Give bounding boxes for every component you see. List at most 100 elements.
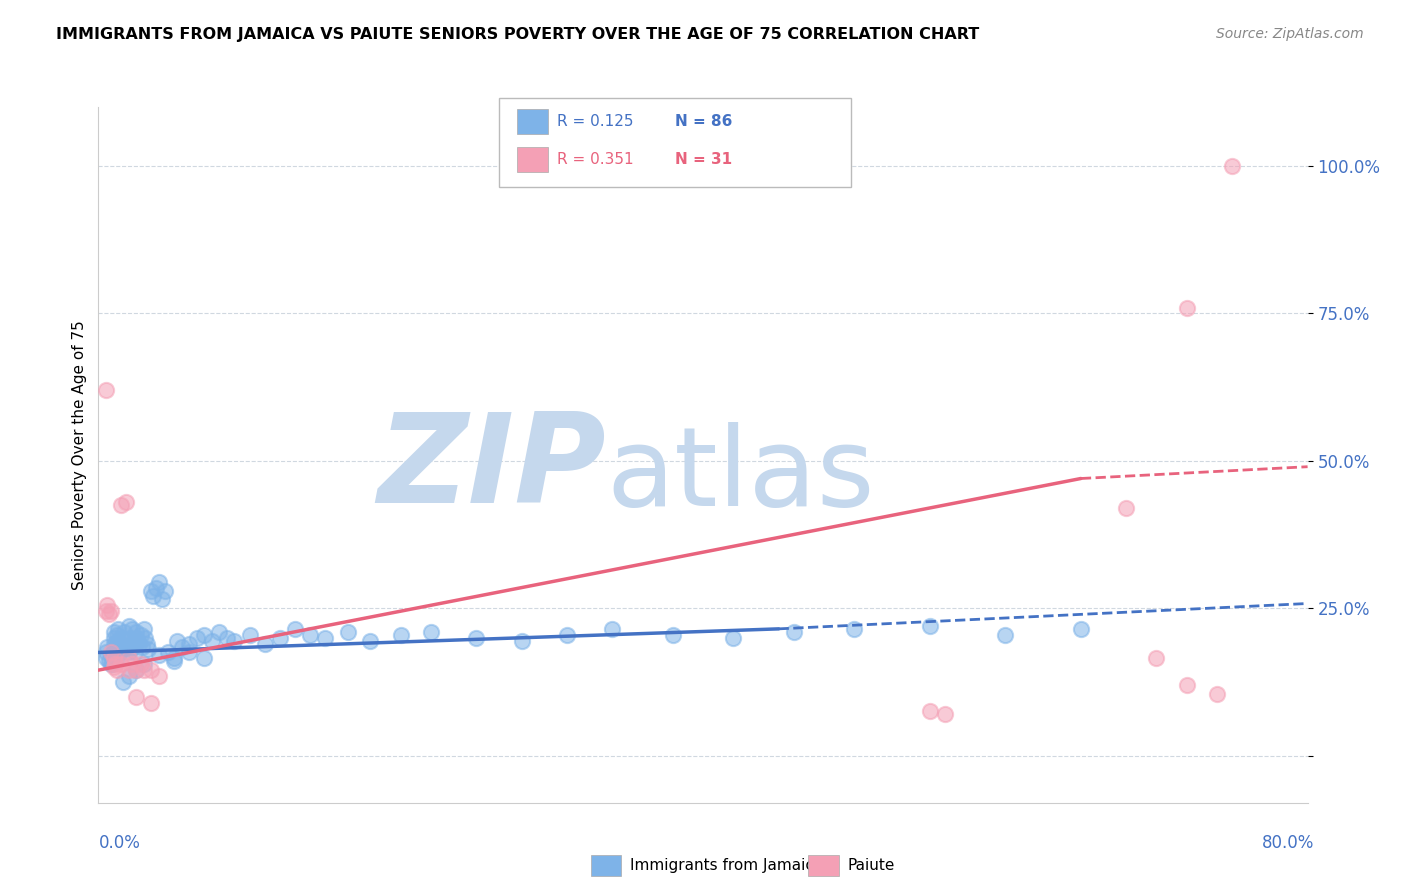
Text: Source: ZipAtlas.com: Source: ZipAtlas.com: [1216, 27, 1364, 41]
Text: 0.0%: 0.0%: [98, 834, 141, 852]
Point: [170, 640, 193, 654]
Point: [125, 631, 148, 645]
Point: [127, 633, 149, 648]
Text: N = 31: N = 31: [675, 153, 733, 167]
Point: [661, 628, 683, 642]
Point: [118, 645, 141, 659]
Point: [129, 628, 152, 642]
Point: [107, 640, 129, 654]
Point: [110, 657, 132, 672]
Point: [156, 645, 179, 659]
Point: [121, 657, 143, 672]
Point: [269, 631, 291, 645]
Point: [118, 619, 141, 633]
Point: [177, 637, 201, 651]
Point: [1220, 159, 1243, 173]
Point: [284, 622, 307, 636]
Text: atlas: atlas: [606, 422, 875, 529]
Point: [100, 657, 122, 672]
Point: [121, 622, 143, 636]
Text: N = 86: N = 86: [675, 114, 733, 128]
Point: [186, 631, 208, 645]
Point: [105, 633, 128, 648]
Point: [124, 645, 146, 659]
Point: [994, 628, 1017, 642]
Point: [131, 640, 153, 654]
Point: [239, 628, 262, 642]
Point: [141, 663, 163, 677]
Point: [360, 633, 382, 648]
Point: [94, 383, 117, 397]
Point: [129, 657, 152, 672]
Point: [125, 624, 148, 639]
Point: [510, 633, 533, 648]
Text: Paiute: Paiute: [848, 858, 896, 872]
Point: [110, 631, 132, 645]
Point: [118, 651, 141, 665]
Point: [111, 642, 134, 657]
Point: [163, 654, 186, 668]
Point: [125, 663, 148, 677]
Point: [918, 705, 941, 719]
Point: [602, 622, 624, 636]
Point: [1175, 678, 1198, 692]
Point: [1115, 500, 1137, 515]
Point: [125, 663, 148, 677]
Point: [110, 637, 132, 651]
Text: Immigrants from Jamaica: Immigrants from Jamaica: [630, 858, 823, 872]
Point: [148, 574, 170, 589]
Point: [105, 663, 128, 677]
Point: [336, 624, 359, 639]
Point: [215, 631, 238, 645]
Point: [153, 583, 176, 598]
Point: [1070, 622, 1092, 636]
Point: [253, 637, 276, 651]
Point: [103, 624, 125, 639]
Point: [112, 624, 135, 639]
Point: [105, 651, 128, 665]
Point: [125, 690, 148, 704]
Point: [299, 628, 322, 642]
Text: R = 0.125: R = 0.125: [557, 114, 633, 128]
Point: [224, 633, 246, 648]
Point: [103, 637, 125, 651]
Point: [110, 498, 132, 512]
Point: [419, 624, 441, 639]
Point: [1175, 301, 1198, 315]
Point: [122, 640, 145, 654]
Y-axis label: Seniors Poverty Over the Age of 75: Seniors Poverty Over the Age of 75: [72, 320, 87, 590]
Point: [118, 663, 141, 677]
Point: [934, 707, 956, 722]
Point: [107, 622, 129, 636]
Point: [120, 631, 142, 645]
Point: [721, 631, 744, 645]
Point: [98, 654, 121, 668]
Text: IMMIGRANTS FROM JAMAICA VS PAIUTE SENIORS POVERTY OVER THE AGE OF 75 CORRELATION: IMMIGRANTS FROM JAMAICA VS PAIUTE SENIOR…: [56, 27, 980, 42]
Point: [121, 637, 143, 651]
Point: [465, 631, 488, 645]
Point: [128, 637, 150, 651]
Point: [148, 648, 170, 663]
Point: [193, 628, 215, 642]
Point: [104, 657, 127, 672]
Point: [141, 696, 163, 710]
Point: [103, 660, 125, 674]
Point: [115, 640, 138, 654]
Point: [114, 495, 136, 509]
Point: [148, 669, 170, 683]
Point: [100, 645, 122, 659]
Text: 80.0%: 80.0%: [1263, 834, 1315, 852]
Point: [177, 645, 201, 659]
Point: [118, 669, 141, 683]
Point: [108, 645, 131, 659]
Point: [111, 674, 134, 689]
Point: [150, 592, 173, 607]
Point: [94, 604, 117, 618]
Point: [103, 642, 125, 657]
Point: [201, 633, 224, 648]
Point: [132, 622, 155, 636]
Point: [782, 624, 804, 639]
Point: [101, 657, 124, 672]
Point: [132, 663, 155, 677]
Point: [135, 637, 157, 651]
